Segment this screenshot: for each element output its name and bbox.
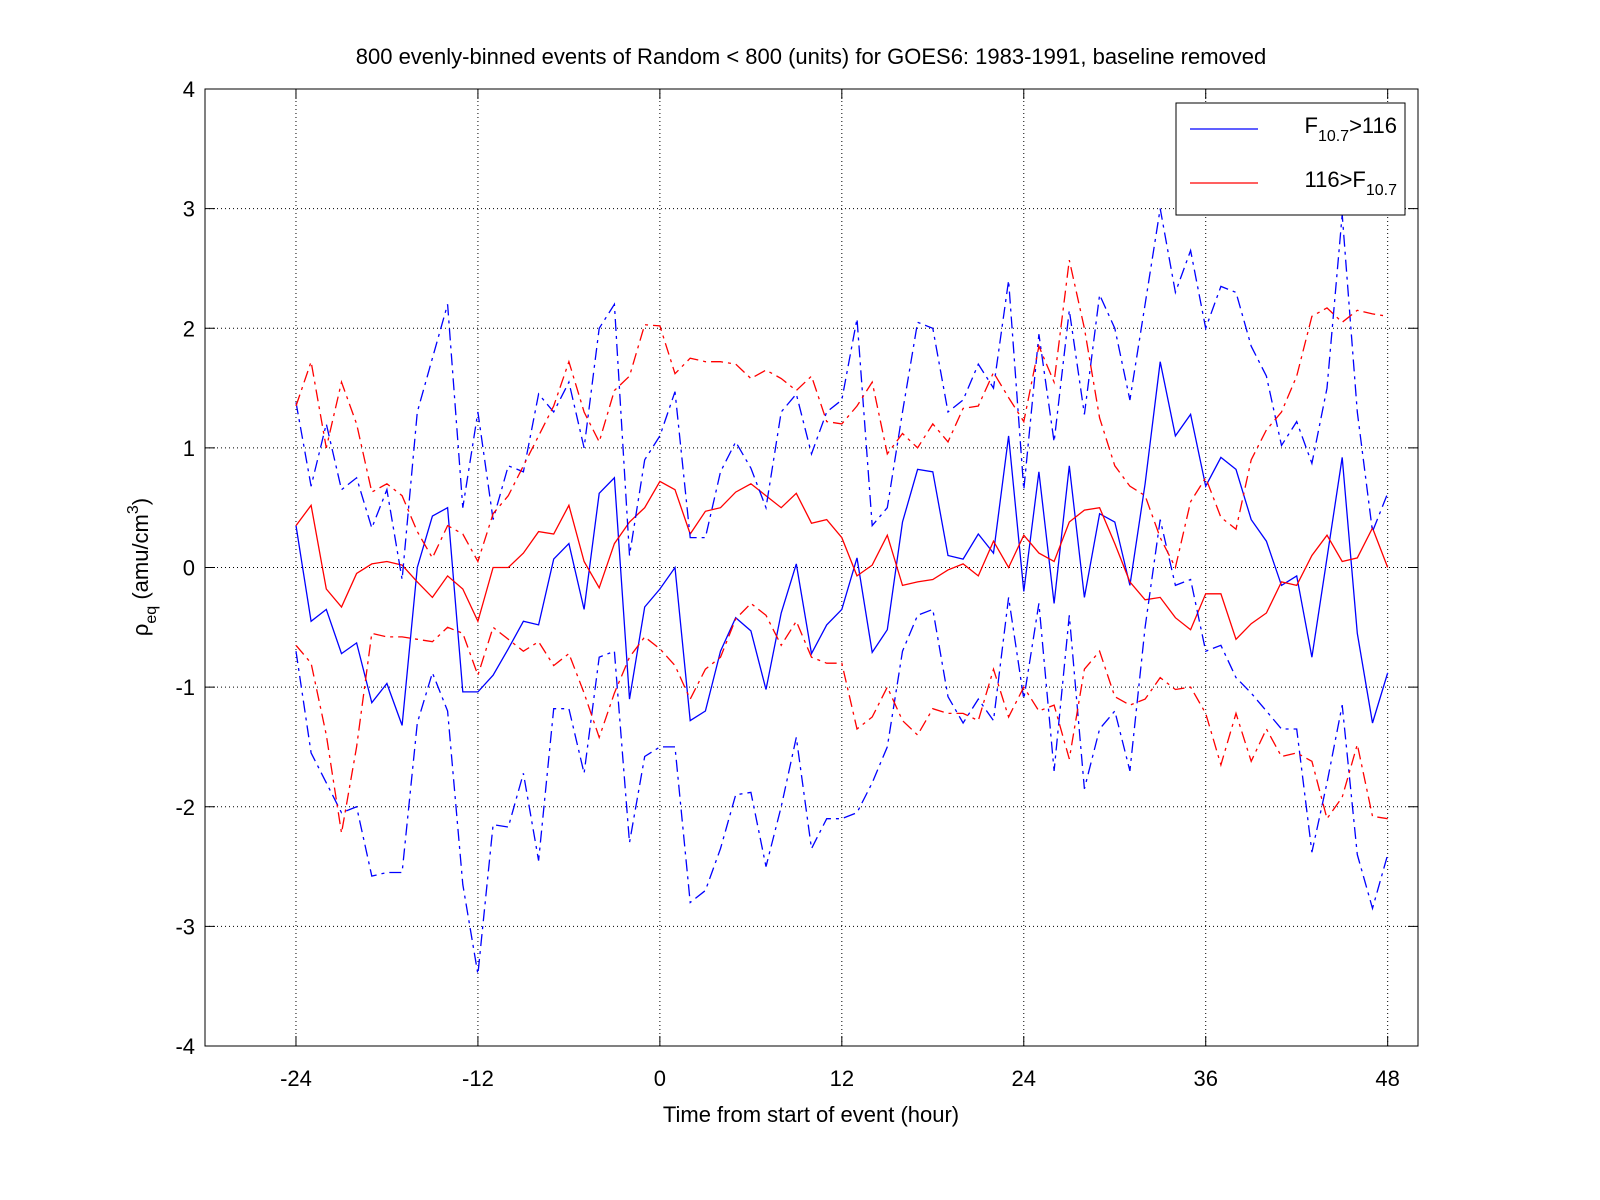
superscript: 3 <box>125 505 142 514</box>
y-tick-label: 2 <box>183 316 195 341</box>
series-line <box>295 259 1388 570</box>
subscript: eq <box>143 606 160 624</box>
y-tick-label: -2 <box>175 795 195 820</box>
y-tick-label: -3 <box>175 914 195 939</box>
text-run: (amu/cm <box>128 514 153 606</box>
text-run: ρ <box>128 624 153 637</box>
x-tick-label: 12 <box>830 1066 854 1091</box>
series-line <box>295 480 1389 641</box>
x-tick-label: 48 <box>1375 1066 1399 1091</box>
subscript: 10.7 <box>1318 128 1349 145</box>
text-run: >116 <box>1349 113 1397 138</box>
y-axis-label: ρeq (amu/cm3) <box>125 498 160 636</box>
legend-label: F10.7>116 <box>1304 113 1397 145</box>
y-tick-label: 3 <box>183 197 195 222</box>
series-line <box>295 361 1389 726</box>
plot-frame <box>204 88 1419 1047</box>
y-tick-label: -4 <box>175 1034 195 1059</box>
x-tick-label: 36 <box>1193 1066 1217 1091</box>
text-run: 116>F <box>1305 167 1366 192</box>
legend-label: 116>F10.7 <box>1305 167 1398 199</box>
chart-title: 800 evenly-binned events of Random < 800… <box>356 44 1267 69</box>
subscript: 10.7 <box>1366 182 1397 199</box>
y-tick-label: 0 <box>183 556 195 581</box>
y-tick-label: 4 <box>183 77 195 102</box>
text-run: F <box>1304 113 1317 138</box>
series-line <box>295 602 1388 834</box>
series-line <box>295 519 1389 975</box>
series-line <box>295 208 1389 580</box>
text-run: ) <box>128 498 153 505</box>
x-tick-label: 0 <box>654 1066 666 1091</box>
y-tick-label: -1 <box>175 675 195 700</box>
x-axis-label: Time from start of event (hour) <box>663 1102 959 1127</box>
y-tick-label: 1 <box>183 436 195 461</box>
x-tick-label: -12 <box>462 1066 494 1091</box>
legend-box <box>1175 102 1406 216</box>
x-tick-label: 24 <box>1012 1066 1036 1091</box>
x-tick-label: -24 <box>280 1066 312 1091</box>
